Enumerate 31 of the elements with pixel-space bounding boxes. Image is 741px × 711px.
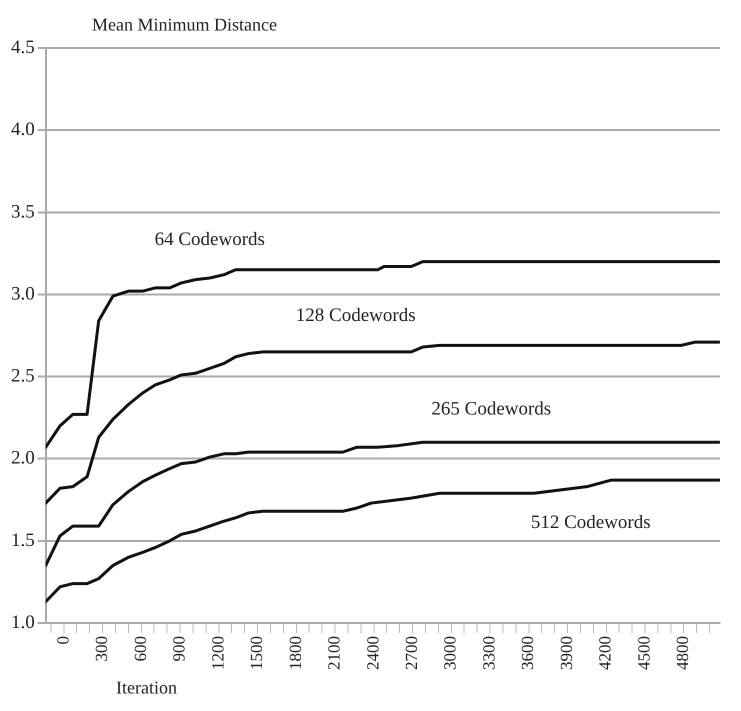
- x-tick-label: 300: [92, 636, 112, 662]
- x-tick-label: 4200: [596, 636, 615, 670]
- x-tick-label: 1800: [286, 636, 305, 670]
- y-tick-label: 3.0: [11, 283, 35, 304]
- series-label: 128 Codewords: [296, 304, 416, 326]
- y-tick-label: 4.0: [11, 119, 35, 140]
- x-axis-title: Iteration: [116, 678, 177, 698]
- x-tick-label: 3300: [479, 636, 498, 670]
- x-tick-label: 4500: [634, 636, 654, 670]
- x-tick-label: 1200: [208, 636, 228, 670]
- y-tick-label: 2.0: [11, 448, 35, 469]
- x-tick-label: 1500: [247, 636, 266, 670]
- x-tick-label: 4800: [673, 636, 692, 670]
- x-tick-label: 2700: [402, 636, 421, 670]
- x-tick-label: 3600: [518, 636, 538, 670]
- x-tick-label: 600: [130, 636, 150, 662]
- series-label: 265 Codewords: [431, 398, 552, 420]
- series-label: 64 Codewords: [154, 229, 265, 250]
- x-tick-label: 3000: [440, 636, 460, 670]
- x-tick-label: 3900: [556, 636, 576, 670]
- y-tick-label: 3.5: [11, 201, 35, 222]
- x-tick-label: 900: [170, 636, 189, 662]
- y-tick-label: 1.5: [11, 530, 35, 551]
- series-label: 512 Codewords: [530, 512, 651, 533]
- y-tick-label: 1.0: [11, 612, 35, 633]
- x-tick-label: 0: [53, 636, 72, 644]
- x-tick-label: 2400: [363, 636, 382, 670]
- y-tick-label: 2.5: [11, 366, 35, 387]
- y-axis-title: Mean Minimum Distance: [92, 14, 277, 35]
- x-tick-label: 2100: [324, 636, 344, 670]
- y-tick-label: 4.5: [11, 36, 35, 58]
